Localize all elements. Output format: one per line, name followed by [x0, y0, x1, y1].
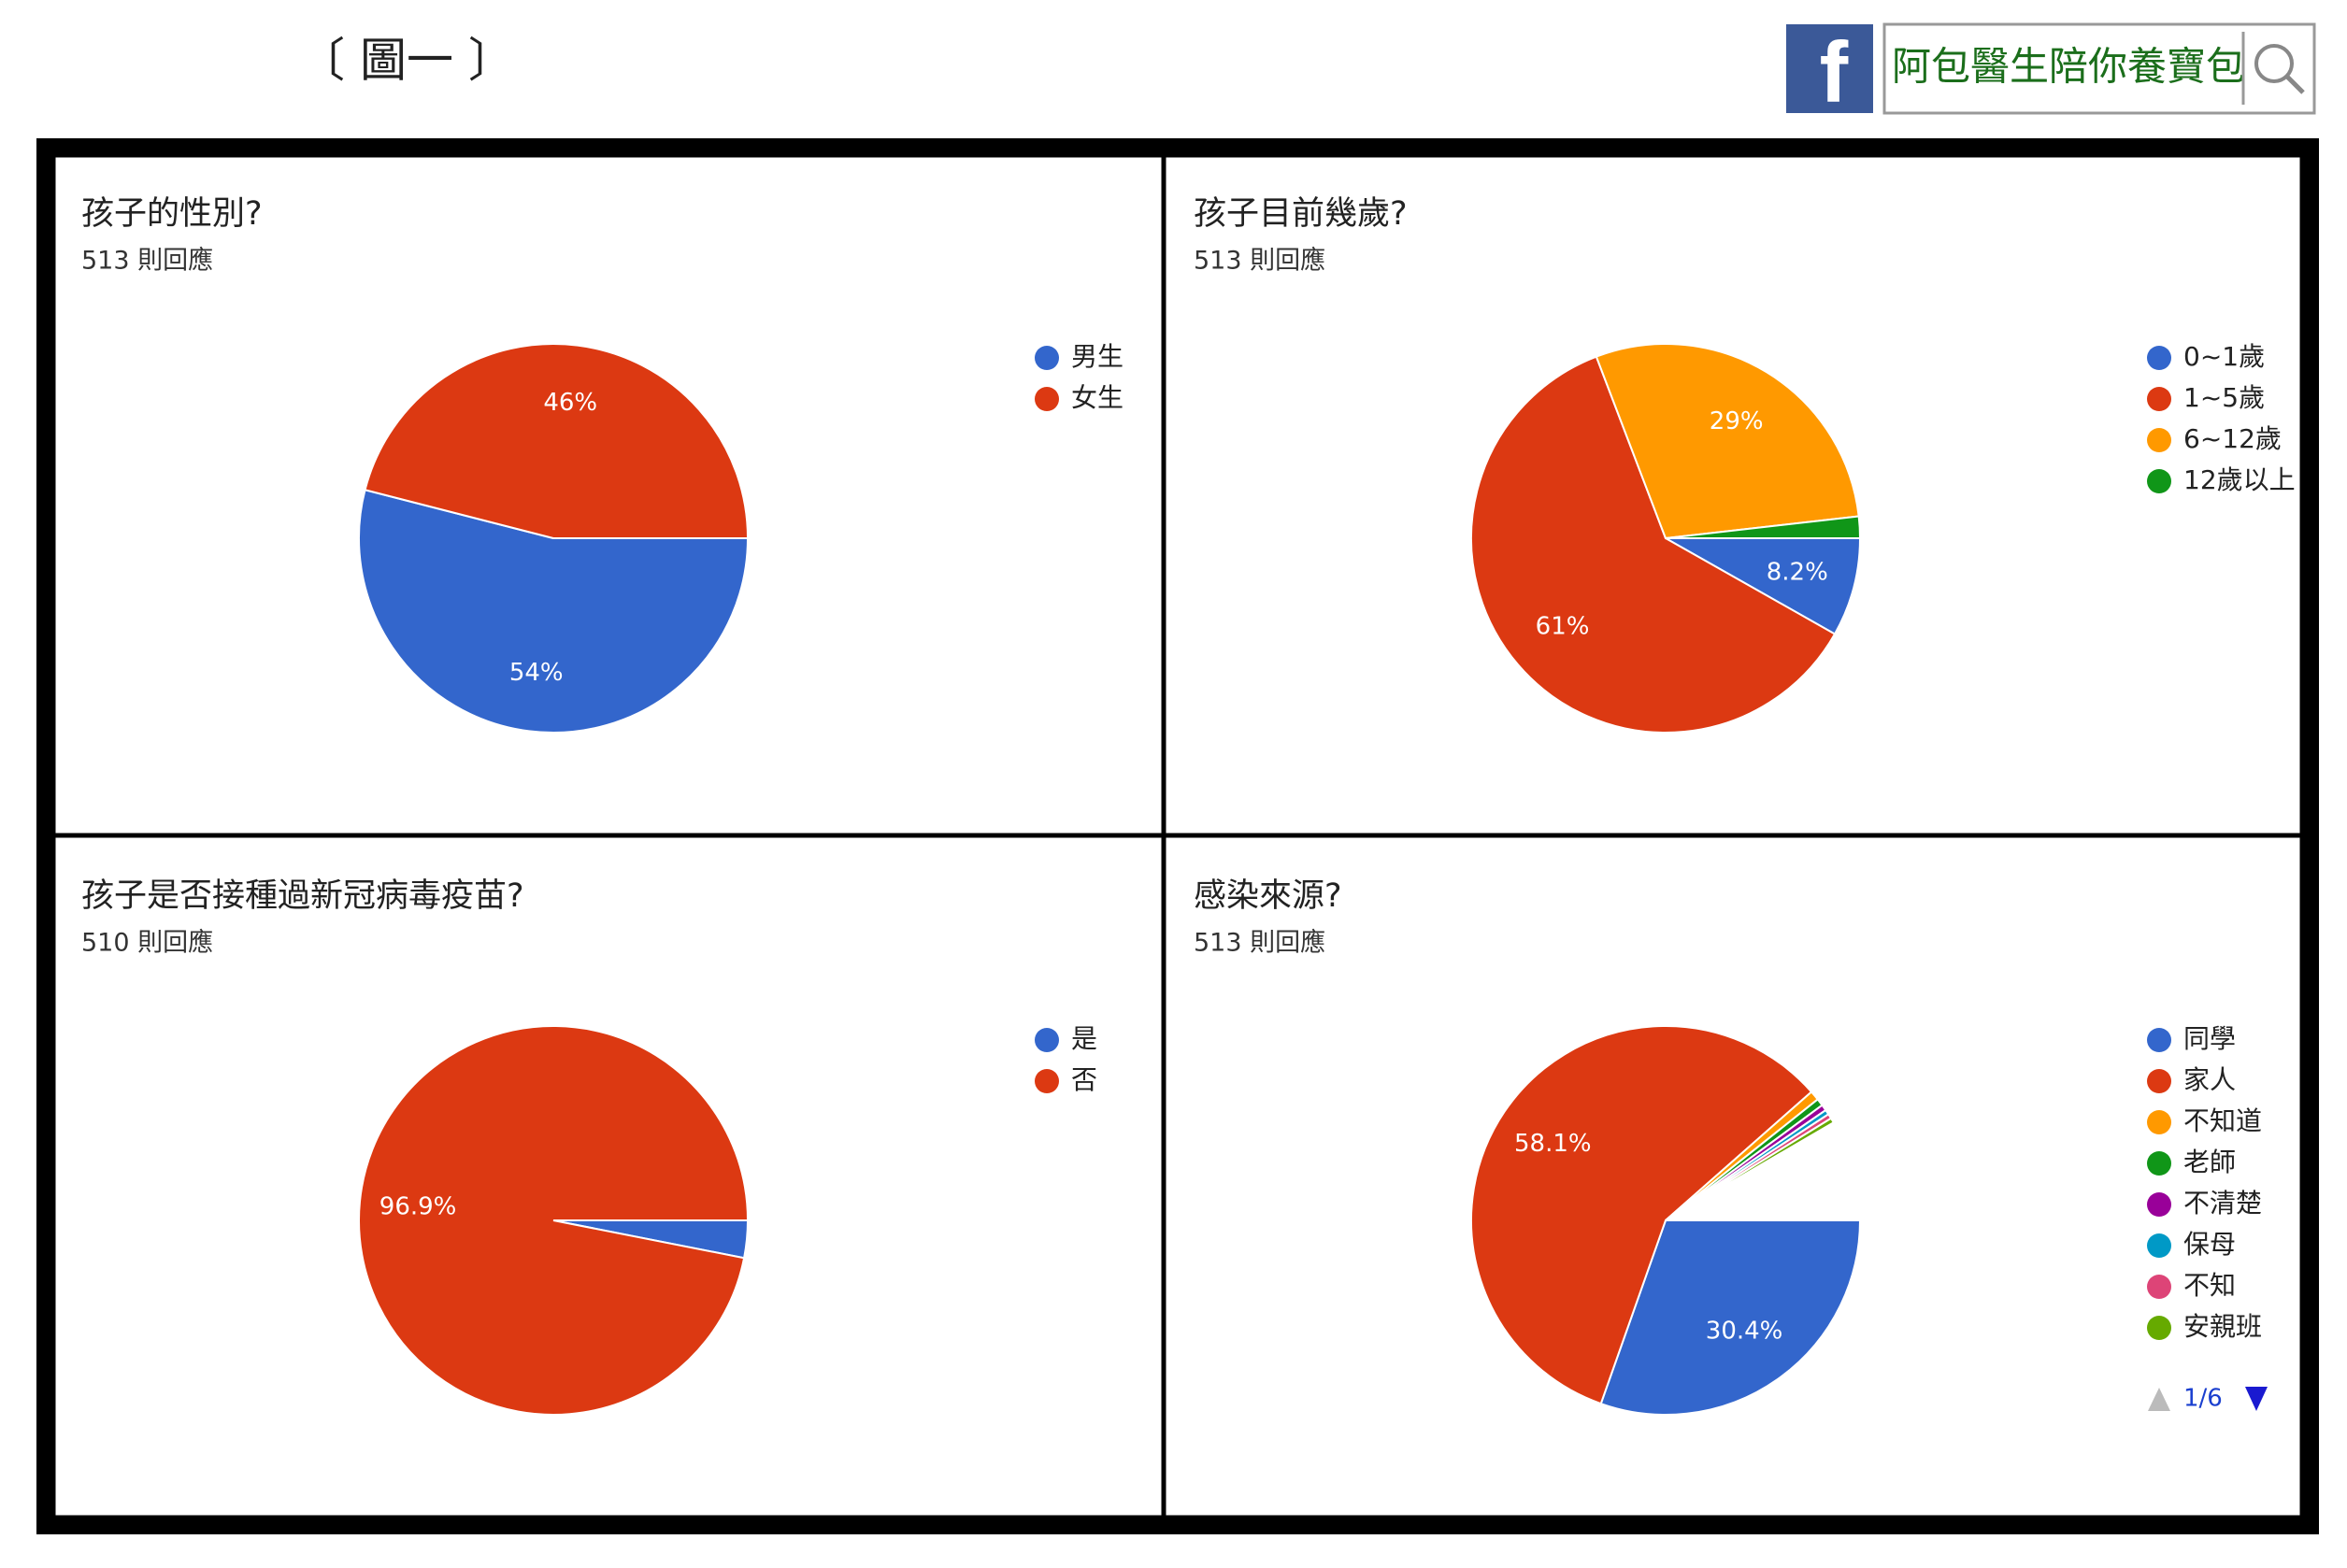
legend-marker [2147, 387, 2171, 411]
chart-subtitle: 513 則回應 [1194, 929, 1325, 958]
search-icon[interactable] [2254, 44, 2294, 83]
pie-slice [1599, 1219, 1862, 1416]
legend-marker [1035, 1028, 1059, 1052]
chart-subtitle: 513 則回應 [1194, 247, 1325, 276]
data-label: 96.9% [379, 1192, 457, 1220]
legend-marker [2147, 1028, 2171, 1052]
brand: 阿包醫生陪你養寶包 [1892, 44, 2245, 90]
legend-label: 不知 [2183, 1270, 2236, 1301]
chart-title: 孩子是否接種過新冠病毒疫苗? [81, 877, 524, 915]
data-label: 8.2% [1767, 559, 1828, 587]
legend-marker [2147, 469, 2171, 493]
pie-slice [358, 1025, 750, 1417]
legend-label: 保母 [2183, 1229, 2236, 1260]
legend-label: 女生 [1071, 382, 1123, 413]
legend-marker [2147, 1233, 2171, 1258]
legend-label: 安親班 [2183, 1311, 2262, 1342]
data-label: 54% [509, 659, 564, 687]
pie-slice [1665, 1117, 1836, 1221]
pie-slice [358, 489, 750, 734]
pie-slice [1470, 355, 1837, 734]
data-label: 29% [1710, 407, 1764, 435]
legend-label: 否 [1071, 1064, 1097, 1095]
outer-frame [36, 138, 2319, 1534]
legend-marker [2147, 1275, 2171, 1299]
legend-marker [2147, 346, 2171, 370]
legend-marker [2147, 1069, 2171, 1093]
legend-marker [2147, 1316, 2171, 1340]
pie-slice [1662, 537, 1862, 635]
legend-marker [2147, 1192, 2171, 1217]
pager-next[interactable] [2245, 1387, 2268, 1411]
data-label: 30.4% [1706, 1317, 1783, 1345]
figure-label: 〔 圖一 〕 [298, 34, 515, 88]
legend-label: 是 [1071, 1023, 1097, 1054]
legend-label: 同學 [2183, 1023, 2236, 1054]
legend-label: 0~1歲 [2183, 341, 2265, 372]
legend-label: 不清楚 [2183, 1188, 2262, 1219]
pie-slice [1665, 515, 1862, 539]
legend-marker [1035, 387, 1059, 411]
legend-marker [2147, 1151, 2171, 1176]
legend-label: 老師 [2183, 1147, 2236, 1177]
pie-slice [1470, 1025, 1813, 1405]
search-icon-handle [2285, 75, 2305, 94]
data-label: 46% [543, 389, 597, 417]
pie-slice [364, 343, 750, 539]
legend-label: 家人 [2183, 1064, 2236, 1095]
pager-prev [2148, 1388, 2170, 1411]
chart-subtitle: 510 則回應 [81, 929, 213, 958]
legend-label: 1~5歲 [2183, 382, 2265, 413]
data-label: 61% [1536, 612, 1590, 640]
chart-title: 感染來源? [1194, 877, 1342, 915]
chart-title: 孩子的性別? [81, 195, 263, 233]
legend-marker [2147, 1110, 2171, 1134]
legend-marker [1035, 346, 1059, 370]
legend-marker [2147, 428, 2171, 452]
pager-label: 1/6 [2183, 1385, 2223, 1413]
legend-marker [1035, 1069, 1059, 1093]
legend-label: 不知道 [2183, 1105, 2262, 1136]
chart-subtitle: 513 則回應 [81, 247, 213, 276]
pie-slice [1595, 343, 1860, 540]
legend-label: 男生 [1071, 341, 1123, 372]
legend-label: 6~12歲 [2183, 423, 2282, 454]
facebook-f: f [1820, 24, 1849, 120]
data-label: 58.1% [1514, 1130, 1592, 1158]
facebook-icon[interactable] [1786, 24, 1873, 113]
legend-label: 12歲以上 [2183, 464, 2296, 495]
chart-title: 孩子目前幾歲? [1194, 195, 1408, 233]
